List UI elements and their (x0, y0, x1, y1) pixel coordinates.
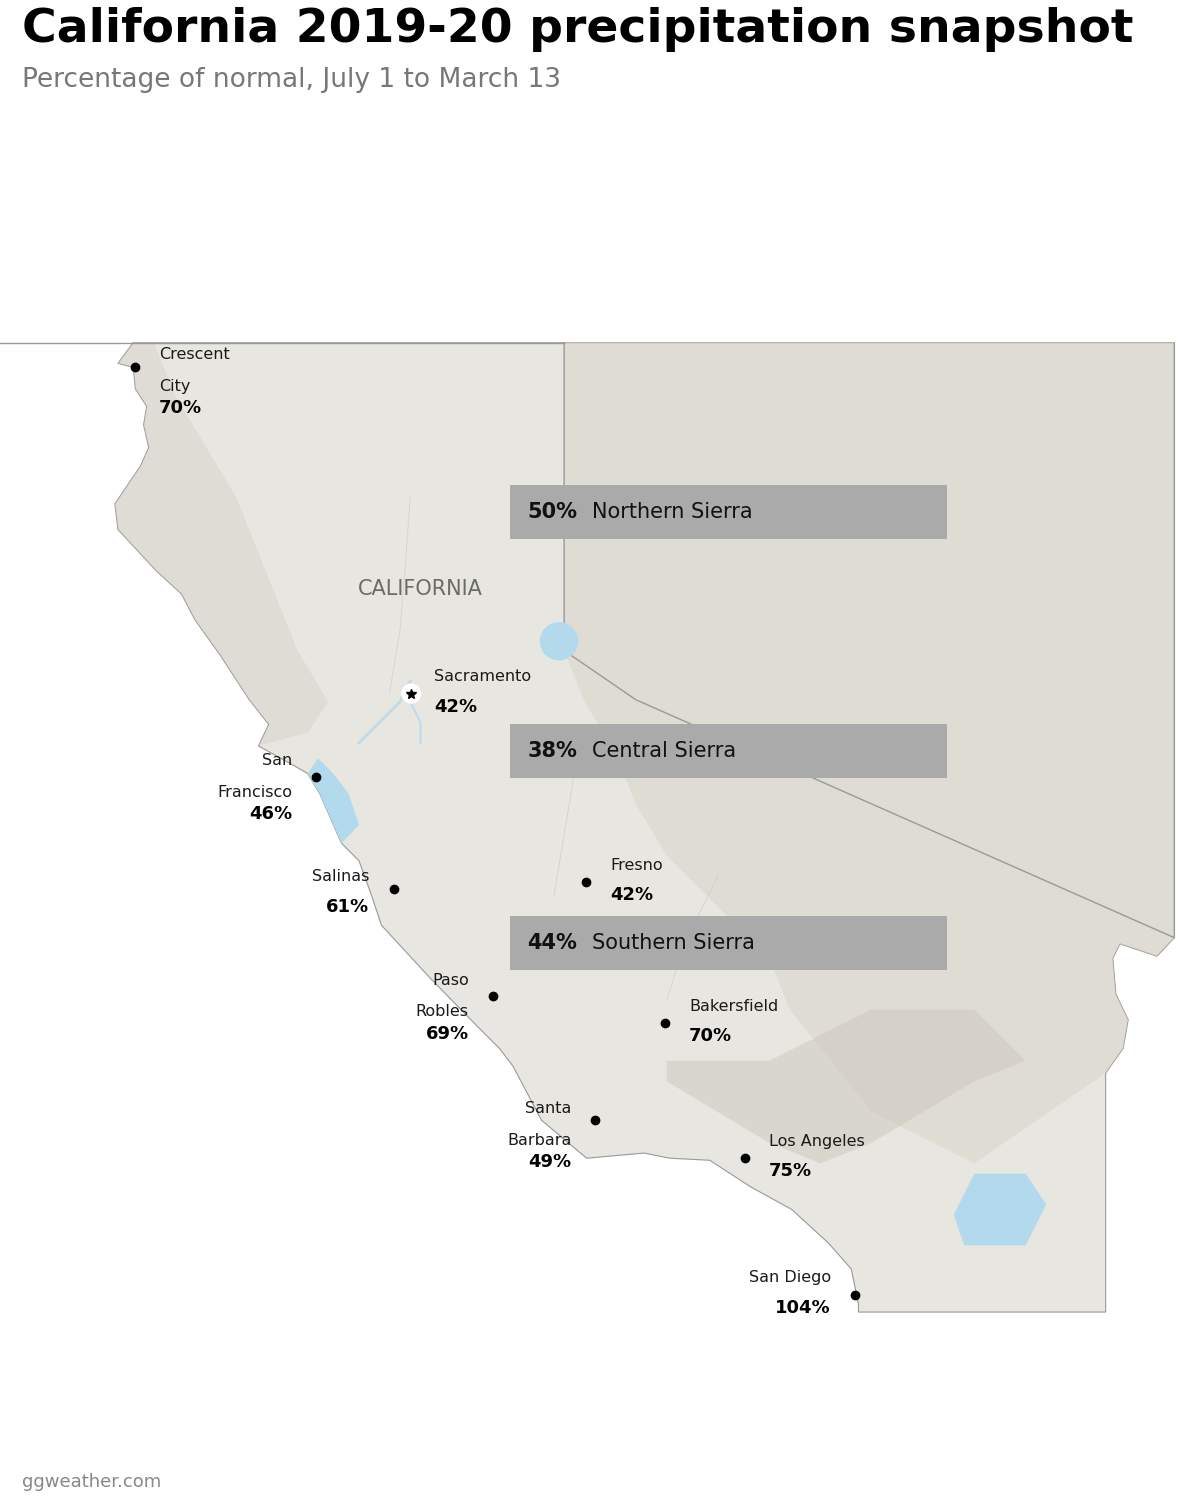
Polygon shape (307, 758, 359, 843)
Text: Central Sierra: Central Sierra (592, 742, 736, 761)
Text: 49%: 49% (528, 1153, 571, 1171)
Polygon shape (115, 343, 329, 746)
Polygon shape (564, 343, 1175, 1164)
Text: 75%: 75% (769, 1162, 812, 1180)
Text: 38%: 38% (527, 742, 577, 761)
Text: ggweather.com: ggweather.com (22, 1473, 161, 1491)
Text: 70%: 70% (158, 400, 202, 418)
Text: Northern Sierra: Northern Sierra (592, 502, 752, 523)
Text: Barbara: Barbara (506, 1132, 571, 1147)
Circle shape (540, 623, 577, 659)
Text: Crescent: Crescent (158, 348, 229, 363)
Text: Bakersfield: Bakersfield (689, 999, 779, 1014)
Text: City: City (158, 379, 191, 394)
Polygon shape (667, 1010, 1026, 1164)
Text: Robles: Robles (415, 1004, 469, 1019)
Polygon shape (954, 1173, 1046, 1245)
Text: Paso: Paso (432, 974, 469, 989)
Text: Francisco: Francisco (217, 785, 293, 800)
Circle shape (402, 685, 420, 703)
Text: 42%: 42% (434, 698, 476, 716)
Text: 61%: 61% (326, 897, 370, 915)
Text: San Diego: San Diego (749, 1270, 830, 1285)
Text: Salinas: Salinas (312, 869, 370, 884)
Polygon shape (115, 343, 1175, 1312)
Text: Los Angeles: Los Angeles (769, 1134, 865, 1149)
Text: 104%: 104% (775, 1299, 830, 1317)
Text: Santa: Santa (524, 1101, 571, 1116)
Text: Percentage of normal, July 1 to March 13: Percentage of normal, July 1 to March 13 (22, 67, 560, 93)
Text: 42%: 42% (611, 887, 653, 905)
Text: 50%: 50% (527, 502, 577, 523)
Text: Fresno: Fresno (611, 858, 662, 873)
Text: 69%: 69% (426, 1025, 469, 1043)
Text: 44%: 44% (527, 933, 577, 953)
Text: 46%: 46% (250, 806, 293, 824)
Text: 70%: 70% (689, 1028, 732, 1046)
Text: CALIFORNIA: CALIFORNIA (358, 580, 482, 599)
Text: California 2019-20 precipitation snapshot: California 2019-20 precipitation snapsho… (22, 7, 1133, 52)
Text: Southern Sierra: Southern Sierra (592, 933, 755, 953)
Text: Sacramento: Sacramento (434, 670, 530, 685)
Text: San: San (262, 753, 293, 768)
